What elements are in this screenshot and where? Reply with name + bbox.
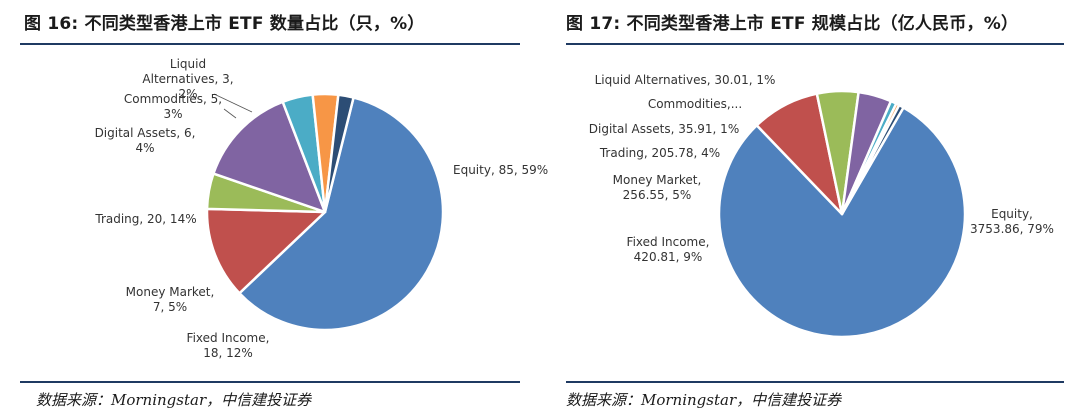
chart-panel-count: 图 16: 不同类型香港上市 ETF 数量占比（只，%） Equity, 85,…: [20, 14, 548, 409]
data-label-equity: Equity, 85, 59%: [453, 163, 548, 177]
source-divider: [20, 381, 520, 383]
source-divider: [566, 381, 1064, 383]
chart-panel-size: 图 17: 不同类型香港上市 ETF 规模占比（亿人民币，%） Equity, 3…: [540, 0, 1080, 420]
data-label-money-market: Money Market, 256.55, 5%: [613, 173, 702, 202]
pie-slice-equity: [238, 96, 445, 332]
data-label-trading: Trading, 205.78, 4%: [599, 146, 720, 160]
source-note: 数据来源：Morningstar，中信建投证券: [36, 391, 312, 409]
pie-slice-trading: [212, 100, 327, 214]
pie-chart-size: Equity, 3753.86, 79% Fixed Income, 420.81, …: [589, 73, 1054, 339]
pie-slice-liquid-alternatives: [840, 103, 905, 216]
data-label-digital-assets: Digital Assets, 35.91, 1%: [589, 122, 739, 136]
data-label-equity: Equity, 3753.86, 79%: [970, 207, 1054, 236]
chart-title: 图 17: 不同类型香港上市 ETF 规模占比（亿人民币，%）: [566, 14, 1019, 34]
leader-line: [223, 108, 237, 119]
data-label-fixed-income: Fixed Income, 420.81, 9%: [627, 235, 710, 264]
data-label-commodities: Commodities,...: [648, 97, 742, 111]
data-label-digital-assets: Digital Assets, 6, 4%: [95, 126, 196, 155]
pie-slice-liquid-alternatives: [323, 93, 355, 214]
pie-slice-equity: [717, 106, 967, 339]
chart-title: 图 16: 不同类型香港上市 ETF 数量占比（只，%）: [24, 14, 425, 34]
data-label-trading: Trading, 20, 14%: [94, 212, 196, 226]
data-label-commodities: Commodities, 5, 3%: [124, 92, 222, 121]
title-divider: [20, 43, 520, 45]
pie-chart-count: Equity, 85, 59% Fixed Income, 18, 12% Money…: [94, 57, 548, 360]
title-divider: [566, 43, 1064, 45]
source-note: 数据来源：Morningstar，中信建投证券: [566, 391, 842, 409]
leader-line: [213, 93, 253, 113]
data-label-liquid-alternatives: Liquid Alternatives, 30.01, 1%: [595, 73, 776, 87]
pie-slice-fixed-income: [205, 207, 327, 295]
data-label-liquid-alternatives: Liquid Alternatives, 3, 2%: [142, 57, 233, 101]
data-label-fixed-income: Fixed Income, 18, 12%: [187, 331, 270, 360]
data-label-money-market: Money Market, 7, 5%: [126, 285, 215, 314]
